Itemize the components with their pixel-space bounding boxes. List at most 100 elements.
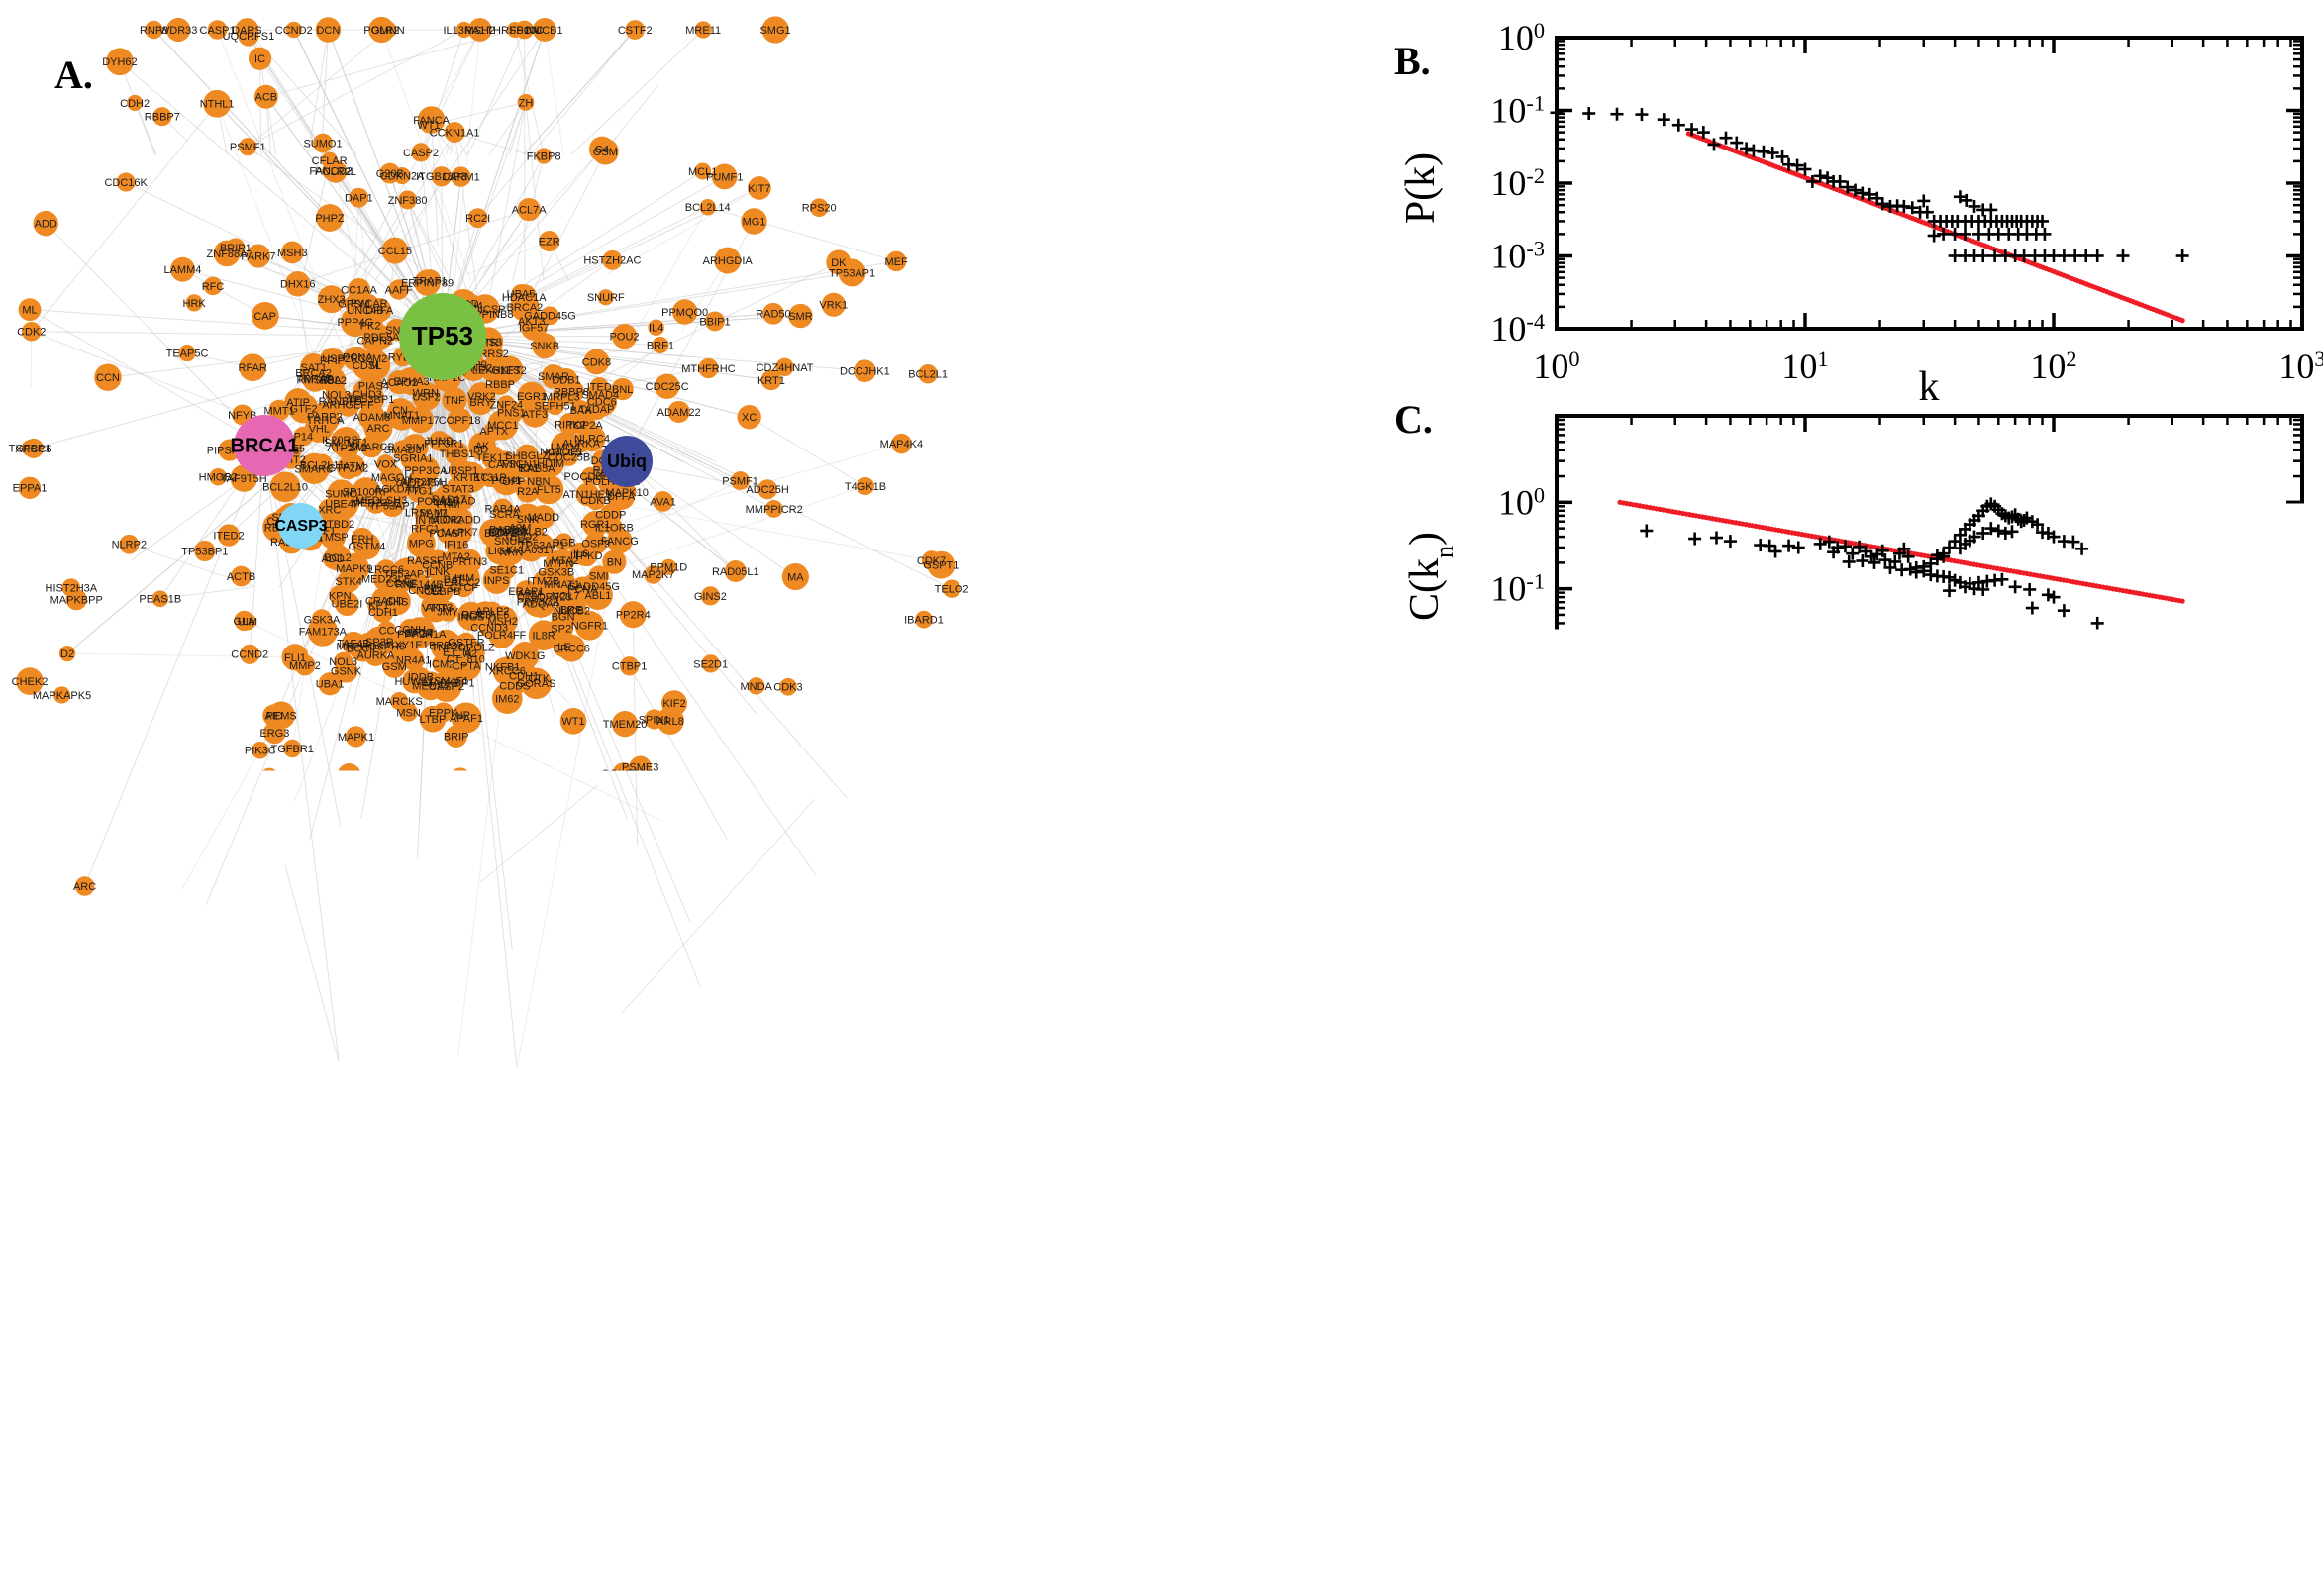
network-node[interactable]	[252, 302, 279, 330]
network-node[interactable]	[705, 312, 725, 332]
network-node[interactable]	[782, 943, 801, 961]
network-node[interactable]	[238, 26, 258, 47]
network-node[interactable]	[507, 522, 535, 549]
network-node[interactable]	[281, 241, 304, 263]
network-node[interactable]	[365, 492, 387, 514]
network-node[interactable]	[801, 785, 829, 813]
network-node[interactable]	[468, 432, 496, 459]
network-node[interactable]	[285, 271, 310, 296]
network-node[interactable]	[231, 566, 252, 587]
network-node[interactable]	[456, 640, 485, 668]
network-node[interactable]	[210, 468, 227, 485]
network-node[interactable]	[208, 20, 228, 40]
network-node[interactable]	[381, 238, 408, 264]
network-node[interactable]	[329, 585, 351, 607]
network-node[interactable]	[468, 208, 488, 228]
network-node[interactable]	[152, 107, 171, 126]
network-node[interactable]	[416, 581, 434, 599]
network-node[interactable]	[468, 18, 492, 42]
network-node[interactable]	[475, 959, 500, 984]
network-node[interactable]	[127, 95, 143, 111]
network-node[interactable]	[748, 677, 764, 694]
network-node[interactable]	[302, 926, 324, 948]
network-node[interactable]	[94, 363, 122, 391]
network-node[interactable]	[557, 635, 585, 662]
network-node[interactable]	[758, 479, 777, 499]
network-node[interactable]	[281, 644, 308, 670]
network-node[interactable]	[302, 366, 328, 392]
network-node[interactable]	[668, 401, 690, 423]
network-node[interactable]	[612, 711, 638, 737]
network-node[interactable]	[474, 806, 495, 827]
network-node[interactable]	[16, 667, 44, 695]
network-node[interactable]	[276, 855, 295, 874]
network-node[interactable]	[712, 164, 738, 190]
network-node[interactable]	[24, 439, 44, 458]
network-node[interactable]	[695, 21, 712, 38]
network-node[interactable]	[435, 434, 454, 452]
network-node[interactable]	[312, 609, 332, 629]
network-node[interactable]	[837, 788, 858, 809]
network-node[interactable]	[349, 188, 368, 208]
network-node[interactable]	[252, 742, 269, 759]
network-node[interactable]	[451, 166, 470, 186]
network-node[interactable]	[857, 477, 874, 495]
network-node[interactable]	[748, 176, 771, 200]
network-node[interactable]	[576, 483, 599, 506]
network-node[interactable]	[691, 977, 708, 994]
network-node[interactable]	[605, 519, 623, 537]
network-node[interactable]	[745, 820, 769, 845]
network-node[interactable]	[446, 534, 466, 554]
network-node[interactable]	[254, 85, 278, 109]
network-node[interactable]	[331, 427, 361, 457]
network-node[interactable]	[558, 413, 581, 436]
network-node[interactable]	[289, 393, 319, 423]
network-node[interactable]	[701, 586, 720, 605]
network-node[interactable]	[497, 560, 516, 579]
network-node[interactable]	[645, 709, 664, 729]
network-node[interactable]	[179, 999, 199, 1019]
network-node[interactable]	[239, 353, 266, 381]
network-node[interactable]	[689, 828, 713, 851]
network-node[interactable]	[492, 683, 523, 714]
network-node[interactable]	[368, 17, 394, 43]
network-node[interactable]	[59, 646, 75, 661]
network-node[interactable]	[826, 249, 851, 274]
network-node[interactable]	[416, 671, 445, 700]
network-node[interactable]	[314, 882, 342, 910]
network-node[interactable]	[283, 789, 307, 813]
network-node[interactable]	[324, 160, 347, 183]
network-node[interactable]	[822, 293, 846, 317]
network-node[interactable]	[186, 294, 203, 311]
network-node[interactable]	[316, 204, 344, 232]
network-node[interactable]	[558, 379, 584, 405]
network-node[interactable]	[825, 897, 848, 920]
network-node[interactable]	[620, 601, 647, 628]
network-node[interactable]	[445, 122, 465, 143]
network-node[interactable]	[660, 1053, 685, 1078]
network-node[interactable]	[788, 304, 812, 328]
network-node[interactable]	[330, 1051, 349, 1070]
network-node[interactable]	[504, 942, 521, 958]
network-node[interactable]	[702, 654, 720, 672]
network-node[interactable]	[918, 364, 937, 383]
network-node[interactable]	[547, 796, 571, 821]
network-node[interactable]	[152, 591, 168, 608]
network-node[interactable]	[700, 199, 716, 215]
network-node[interactable]	[426, 492, 445, 511]
network-node[interactable]	[203, 1036, 230, 1062]
network-node[interactable]	[810, 198, 829, 217]
network-node[interactable]	[505, 472, 523, 490]
network-node[interactable]	[644, 565, 662, 584]
network-node[interactable]	[239, 613, 256, 631]
network-node[interactable]	[33, 211, 57, 236]
network-node[interactable]	[346, 726, 366, 747]
network-node[interactable]	[270, 471, 301, 502]
network-node[interactable]	[625, 20, 645, 40]
network-node[interactable]	[678, 909, 702, 933]
network-node[interactable]	[398, 190, 417, 209]
network-node[interactable]	[451, 702, 481, 733]
network-node[interactable]	[510, 292, 539, 321]
network-node[interactable]	[445, 1041, 472, 1068]
network-node[interactable]	[601, 793, 619, 811]
